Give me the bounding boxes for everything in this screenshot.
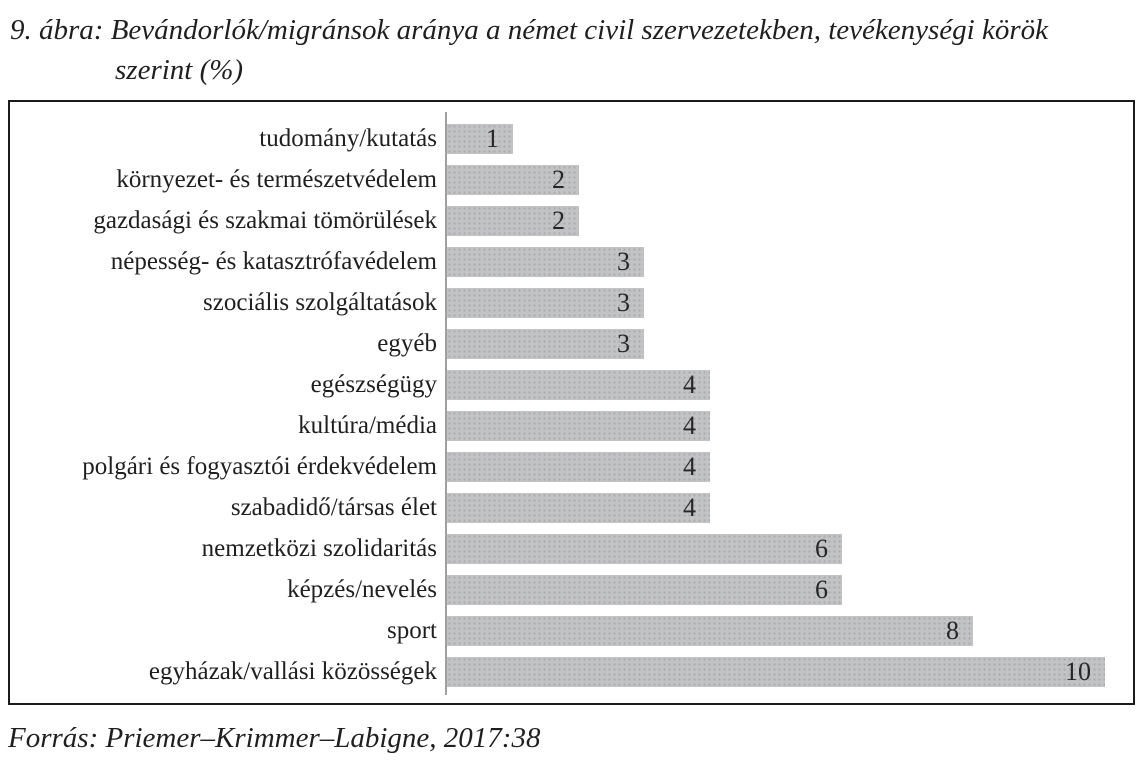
bar: 3 — [447, 328, 644, 359]
bar-value-label: 2 — [552, 164, 565, 194]
bar: 10 — [447, 656, 1105, 687]
figure-caption: 9. ábra: Bevándorlók/migránsok aránya a … — [10, 10, 1048, 90]
bar-value-label: 2 — [552, 205, 565, 235]
bar-row: népesség- és katasztrófavédelem 3 — [10, 241, 1133, 282]
bar-value-label: 3 — [617, 246, 630, 276]
bar-value-label: 1 — [486, 123, 499, 153]
bar: 6 — [447, 574, 842, 605]
category-label: környezet- és természetvédelem — [116, 165, 437, 193]
bar: 4 — [447, 451, 710, 482]
bar-value-label: 4 — [683, 451, 696, 481]
bar: 6 — [447, 533, 842, 564]
category-label: képzés/nevelés — [287, 575, 437, 603]
figure-caption-line2: szerint (%) — [115, 54, 244, 86]
category-label: sport — [387, 616, 437, 644]
bar-value-label: 4 — [683, 369, 696, 399]
bar: 3 — [447, 287, 644, 318]
source-note: Forrás: Priemer–Krimmer–Labigne, 2017:38 — [8, 722, 541, 754]
bar-row: egészségügy 4 — [10, 364, 1133, 405]
category-label: gazdasági és szakmai tömörülések — [93, 206, 437, 234]
bar: 8 — [447, 615, 973, 646]
bar: 4 — [447, 492, 710, 523]
bar-value-label: 10 — [1065, 656, 1091, 686]
category-label: egyéb — [377, 329, 437, 357]
bar-value-label: 4 — [683, 492, 696, 522]
bar: 4 — [447, 410, 710, 441]
category-label: nemzetközi szolidaritás — [201, 534, 437, 562]
bar-row: nemzetközi szolidaritás 6 — [10, 528, 1133, 569]
category-label: népesség- és katasztrófavédelem — [110, 247, 437, 275]
bar-row: gazdasági és szakmai tömörülések 2 — [10, 200, 1133, 241]
bar-row: tudomány/kutatás 1 — [10, 118, 1133, 159]
category-label: szabadidő/társas élet — [230, 493, 437, 521]
bar-row: egyházak/vallási közösségek 10 — [10, 651, 1133, 692]
bar-value-label: 6 — [815, 574, 828, 604]
y-axis-line — [445, 112, 447, 695]
chart-frame: tudomány/kutatás 1 környezet- és természet… — [8, 100, 1135, 705]
bar-value-label: 3 — [617, 287, 630, 317]
bar: 3 — [447, 246, 644, 277]
bar-value-label: 6 — [815, 533, 828, 563]
category-label: egészségügy — [310, 370, 437, 398]
bar: 1 — [447, 123, 513, 154]
bar-row: egyéb 3 — [10, 323, 1133, 364]
bar: 4 — [447, 369, 710, 400]
bar: 2 — [447, 164, 579, 195]
bar-row: képzés/nevelés 6 — [10, 569, 1133, 610]
category-label: tudomány/kutatás — [259, 124, 437, 152]
category-label: egyházak/vallási közösségek — [148, 657, 437, 685]
category-label: szociális szolgáltatások — [203, 288, 437, 316]
bar-value-label: 4 — [683, 410, 696, 440]
bar-row: környezet- és természetvédelem 2 — [10, 159, 1133, 200]
bar-value-label: 3 — [617, 328, 630, 358]
bar-row: szociális szolgáltatások 3 — [10, 282, 1133, 323]
figure-caption-line1: 9. ábra: Bevándorlók/migránsok aránya a … — [10, 14, 1049, 46]
bar-chart: tudomány/kutatás 1 környezet- és természet… — [10, 102, 1133, 703]
bar-row: polgári és fogyasztói érdekvédelem 4 — [10, 446, 1133, 487]
bar-row: szabadidő/társas élet 4 — [10, 487, 1133, 528]
bar-value-label: 8 — [946, 615, 959, 645]
bar: 2 — [447, 205, 579, 236]
category-label: polgári és fogyasztói érdekvédelem — [82, 452, 437, 480]
bar-row: sport 8 — [10, 610, 1133, 651]
bar-row: kultúra/média 4 — [10, 405, 1133, 446]
category-label: kultúra/média — [298, 411, 437, 439]
